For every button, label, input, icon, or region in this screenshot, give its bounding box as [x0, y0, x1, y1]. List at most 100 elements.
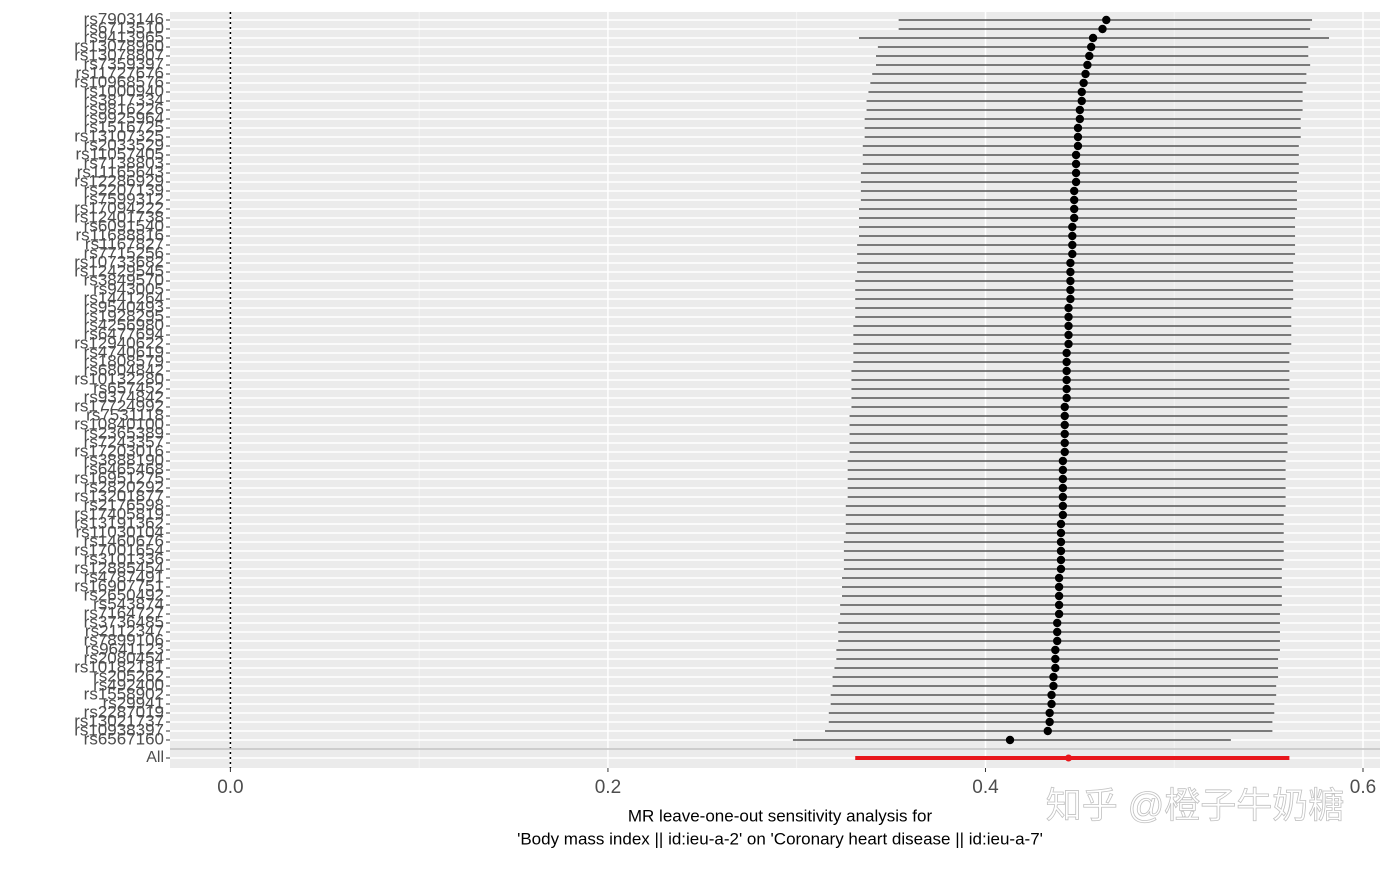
y-tick-label: rs10182181	[74, 657, 164, 676]
y-tick-label: rs7359397	[84, 54, 164, 73]
y-tick-label: rs17001654	[74, 540, 164, 559]
point	[1049, 672, 1058, 682]
point	[1073, 132, 1083, 142]
y-tick-label: rs13107325	[74, 126, 164, 145]
y-tick-label: rs543874	[93, 594, 164, 613]
y-tick-label: rs2080454	[84, 648, 164, 667]
point	[1071, 150, 1081, 160]
y-tick-label: rs3888190	[84, 450, 164, 469]
point	[1075, 114, 1085, 124]
point	[1047, 699, 1056, 709]
point	[1058, 492, 1068, 502]
point	[1062, 357, 1071, 367]
y-tick-label: rs2176598	[84, 495, 164, 514]
y-tick-label: rs6804842	[84, 360, 164, 379]
y-tick-label: rs205262	[93, 666, 164, 685]
summary-point	[1065, 754, 1073, 762]
y-tick-label: rs11057405	[75, 144, 164, 163]
y-tick-label: rs4740619	[84, 342, 164, 361]
point	[1064, 339, 1073, 349]
point	[1069, 195, 1079, 205]
point	[1068, 240, 1077, 250]
y-tick-label: rs16907751	[74, 576, 164, 595]
point	[1054, 609, 1064, 619]
point	[1060, 438, 1069, 448]
y-tick-label: rs17405819	[74, 504, 164, 523]
y-tick-label: rs9413965	[84, 27, 164, 46]
y-tick-label: rs13021737	[74, 711, 164, 730]
y-tick-label: rs9641123	[85, 639, 164, 658]
point	[1049, 681, 1058, 691]
point	[1053, 636, 1062, 646]
y-tick-label: rs2820292	[84, 477, 164, 496]
y-tick-label: rs13078960	[74, 36, 164, 55]
y-tick-label: rs9374842	[84, 387, 164, 406]
x-axis-label: 'Body mass index || id:ieu-a-2' on 'Coro…	[517, 829, 1043, 848]
point	[1054, 582, 1064, 592]
y-tick-label: rs4787491	[84, 567, 164, 586]
y-tick-label: rs6091540	[84, 216, 164, 235]
y-tick-label: rs3849570	[84, 270, 164, 289]
y-tick-label: rs10840100	[74, 414, 164, 433]
y-tick-label: rs6477694	[84, 324, 164, 343]
y-tick-label: rs9816226	[84, 99, 164, 118]
point	[1077, 87, 1086, 97]
y-tick-label: rs10968576	[74, 72, 164, 91]
y-tick-label: rs17724992	[74, 396, 164, 415]
y-tick-label: rs10938397	[74, 720, 164, 739]
point	[1062, 375, 1071, 385]
y-tick-label: rs3817334	[84, 90, 164, 109]
y-tick-label: rs2112347	[85, 621, 164, 640]
y-tick-label: rs12401738	[74, 207, 164, 226]
point	[1064, 303, 1073, 313]
y-tick-label: rs7138803	[84, 153, 164, 172]
x-axis-label: MR leave-one-out sensitivity analysis fo…	[628, 806, 933, 825]
y-tick-label: rs13201877	[74, 486, 164, 505]
point	[1071, 159, 1081, 169]
y-tick-label: rs11688816	[75, 225, 164, 244]
point	[1056, 564, 1066, 574]
y-tick-label: rs3101336	[84, 549, 164, 568]
point	[1088, 33, 1098, 43]
point	[1064, 330, 1073, 340]
y-tick-label: rs13078807	[74, 45, 164, 64]
y-tick-label: rs29941	[103, 693, 164, 712]
point	[1060, 447, 1069, 457]
x-tick-label: 0.6	[1350, 777, 1376, 798]
y-tick-label: rs12429545	[74, 261, 164, 280]
y-tick-label: rs1808579	[84, 351, 164, 370]
y-tick-label: rs7531118	[86, 405, 164, 424]
y-tick-label: rs3736485	[84, 612, 164, 631]
point	[1056, 546, 1066, 556]
point	[1079, 78, 1088, 88]
point	[1066, 294, 1075, 304]
point	[1062, 384, 1071, 394]
marks	[170, 12, 1380, 768]
point	[1054, 600, 1064, 610]
y-tick-label: rs2033529	[84, 135, 164, 154]
point	[1066, 267, 1075, 277]
point	[1064, 321, 1073, 331]
point	[1064, 312, 1073, 322]
point	[1060, 420, 1069, 430]
y-tick-label: rs6567160	[84, 729, 164, 748]
point	[1060, 402, 1069, 412]
panel	[170, 12, 1380, 768]
point	[1062, 393, 1071, 403]
point	[1058, 474, 1068, 484]
point	[1068, 249, 1077, 259]
y-tick-label: rs492400	[93, 675, 164, 694]
point	[1056, 537, 1066, 547]
point	[1054, 573, 1064, 583]
point	[1073, 123, 1083, 133]
point	[1062, 348, 1071, 358]
y-tick-label: rs12885454	[74, 558, 164, 577]
point	[1102, 15, 1111, 25]
y-tick-label: rs11165643	[77, 162, 164, 181]
y-tick-label: rs11727676	[75, 63, 164, 82]
y-tick-label: rs1928295	[84, 306, 164, 325]
point	[1056, 555, 1066, 565]
point	[1060, 411, 1069, 421]
